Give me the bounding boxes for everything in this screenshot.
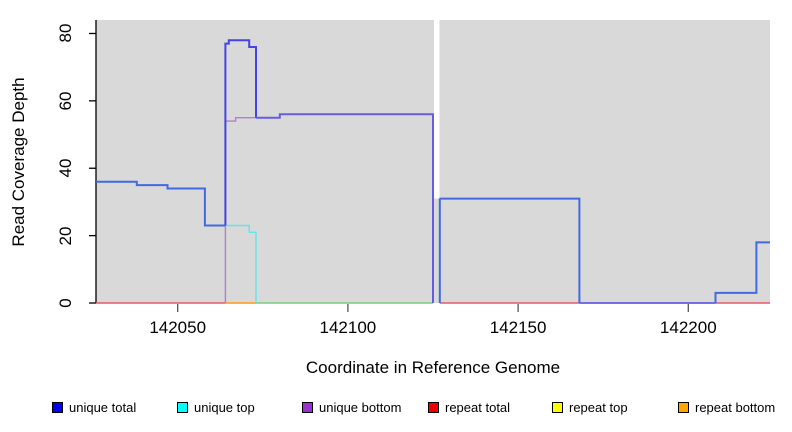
x-axis-title: Coordinate in Reference Genome [305, 358, 561, 377]
legend-swatch-icon [177, 402, 188, 413]
legend-swatch-icon [678, 402, 689, 413]
legend-label: repeat total [445, 400, 511, 415]
x-tick-label: 142100 [319, 318, 377, 337]
y-tick-label: 20 [56, 226, 75, 246]
unique-total-line-mid [438, 197, 581, 303]
legend-swatch-icon [52, 402, 63, 413]
legend-label: repeat bottom [695, 400, 776, 415]
unique-total-merged [256, 113, 434, 303]
legend-label: unique total [69, 400, 137, 415]
legend-item-repeat-top: repeat top [552, 400, 628, 415]
legend-item-unique-bottom: unique bottom [302, 400, 401, 415]
y-tick-label: 40 [56, 158, 75, 178]
y-tick-label: 60 [56, 91, 75, 111]
legend-item-unique-total: unique total [52, 400, 136, 415]
unique-top-line [225, 224, 257, 303]
legend-item-unique-top: unique top [177, 400, 255, 415]
x-tick-label: 142200 [659, 318, 717, 337]
legend-label: repeat top [569, 400, 628, 415]
x-tick-label: 142150 [489, 318, 547, 337]
no-data-gap-band [434, 18, 440, 199]
legend-item-repeat-bottom: repeat bottom [678, 400, 775, 415]
unique-total-line-left [96, 180, 226, 227]
y-tick-label: 80 [56, 24, 75, 43]
legend-swatch-icon [552, 402, 563, 413]
unique-total-line-right [714, 241, 770, 303]
unique-total-peak [224, 39, 257, 226]
legend-swatch-icon [428, 402, 439, 413]
legend-item-repeat-total: repeat total [428, 400, 510, 415]
y-tick-label: 0 [56, 298, 75, 308]
legend-label: unique top [194, 400, 255, 415]
legend-label: unique bottom [319, 400, 402, 415]
x-tick-label: 142050 [149, 318, 207, 337]
y-axis-title: Read Coverage Depth [9, 77, 28, 247]
legend-swatch-icon [302, 402, 313, 413]
